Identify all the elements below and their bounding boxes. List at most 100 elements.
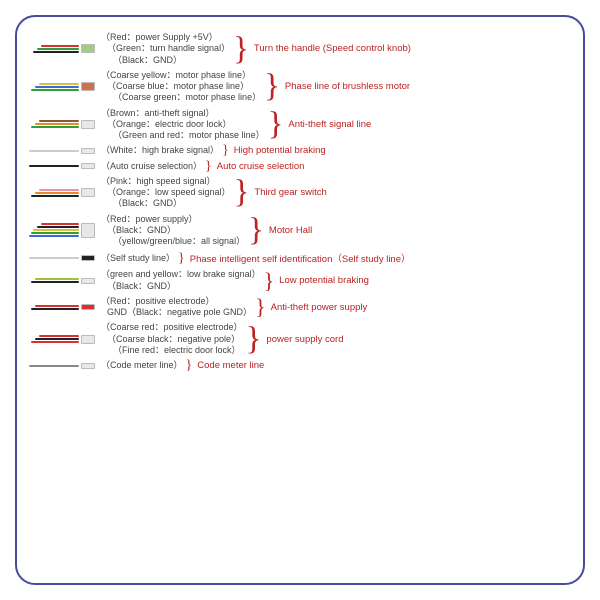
brace-icon: } — [231, 179, 253, 205]
wire-label: （Coarse red：positive electrode） — [101, 322, 243, 333]
wire-labels: （Auto cruise selection） — [97, 161, 202, 172]
wire — [29, 257, 79, 259]
wire — [31, 195, 79, 197]
brace-icon: } — [219, 145, 232, 156]
connector — [27, 120, 97, 129]
connector-plug — [81, 148, 95, 154]
row-title: Turn the handle (Speed control knob) — [252, 43, 411, 54]
connector-plug — [81, 82, 95, 91]
row-title: Anti-theft power supply — [269, 302, 368, 313]
connector-plug — [81, 188, 95, 197]
wire — [37, 48, 79, 50]
row-title: High potential braking — [232, 145, 326, 156]
connector-plug — [81, 163, 95, 169]
wire — [35, 338, 79, 340]
wire-label: （Red：power supply） — [101, 214, 245, 225]
wire — [35, 192, 79, 194]
wire-label: （Red：power Supply +5V） — [101, 32, 230, 43]
connector-plug — [81, 120, 95, 129]
wire — [35, 305, 79, 307]
wire — [29, 365, 79, 367]
rows-container: （Red：power Supply +5V）（Green：turn handle… — [27, 32, 573, 371]
wire-labels: （White：high brake signal） — [97, 145, 219, 156]
connector — [27, 223, 97, 238]
wire-label: （Brown：anti-theft signal） — [101, 108, 265, 119]
brace-icon: } — [265, 111, 287, 137]
wire — [31, 281, 79, 283]
wire-label: （green and yellow：low brake signal） — [101, 269, 261, 280]
row-title: Third gear switch — [252, 187, 326, 198]
wire-label: （Coarse black：negative pole） — [101, 334, 243, 345]
row-title: Low potential braking — [277, 275, 369, 286]
wire-labels: （Red：positive electrode）GND（Black：negati… — [97, 296, 252, 319]
brace-icon: } — [175, 253, 188, 264]
connector-plug — [81, 44, 95, 53]
wire-row: （green and yellow：low brake signal）（Blac… — [27, 269, 573, 292]
wire-label: （Black：GND） — [101, 225, 245, 236]
wire — [39, 335, 79, 337]
wire-label: GND（Black：negative pole GND） — [101, 307, 252, 318]
row-title: Motor Hall — [267, 225, 312, 236]
brace-icon: } — [261, 272, 278, 290]
wire-label: （White：high brake signal） — [101, 145, 219, 156]
wire-label: （Coarse yellow：motor phase line） — [101, 70, 261, 81]
connector-plug — [81, 363, 95, 369]
wire-label: （Red：positive electrode） — [101, 296, 252, 307]
connector — [27, 363, 97, 369]
wire — [39, 189, 79, 191]
wire — [33, 51, 79, 53]
row-title: Phase line of brushless motor — [283, 81, 410, 92]
connector — [27, 278, 97, 284]
brace-icon: } — [245, 217, 267, 243]
wire-row: （Auto cruise selection）}Auto cruise sele… — [27, 161, 573, 172]
wire — [29, 235, 79, 237]
brace-icon: } — [202, 161, 215, 172]
wire — [33, 229, 79, 231]
wire-label: （Black：GND） — [101, 55, 230, 66]
wire — [31, 308, 79, 310]
wire — [29, 165, 79, 167]
wire-row: （Brown：anti-theft signal）（Orange：electri… — [27, 108, 573, 142]
connector — [27, 163, 97, 169]
wire-row: （Red：power Supply +5V）（Green：turn handle… — [27, 32, 573, 66]
wire-label: （Black：GND） — [101, 281, 261, 292]
wire-label: （Fine red：electric door lock） — [101, 345, 243, 356]
wire — [31, 89, 79, 91]
connector — [27, 335, 97, 344]
wire-labels: （Self study line） — [97, 253, 175, 264]
wire-labels: （Coarse yellow：motor phase line）（Coarse … — [97, 70, 261, 104]
wire-labels: （Coarse red：positive electrode）（Coarse b… — [97, 322, 243, 356]
connector-plug — [81, 278, 95, 284]
row-title: power supply cord — [264, 334, 343, 345]
row-title: Phase intelligent self identification（Se… — [188, 251, 411, 265]
wire — [35, 86, 79, 88]
wire — [31, 232, 79, 234]
wire-row: （Coarse red：positive electrode）（Coarse b… — [27, 322, 573, 356]
wire — [31, 341, 79, 343]
connector-plug — [81, 255, 95, 261]
wire-labels: （Code meter line） — [97, 360, 183, 371]
wire — [31, 126, 79, 128]
wire-labels: （Brown：anti-theft signal）（Orange：electri… — [97, 108, 265, 142]
wire-labels: （Pink：high speed signal）（Orange：low spee… — [97, 176, 231, 210]
connector — [27, 148, 97, 154]
wire-label: （Coarse blue：motor phase line） — [101, 81, 261, 92]
connector-plug — [81, 304, 95, 310]
wire — [39, 120, 79, 122]
wire-row: （Code meter line）}Code meter line — [27, 360, 573, 371]
wire-row: （Pink：high speed signal）（Orange：low spee… — [27, 176, 573, 210]
row-title: Auto cruise selection — [215, 161, 305, 172]
connector — [27, 82, 97, 91]
wire-labels: （Red：power Supply +5V）（Green：turn handle… — [97, 32, 230, 66]
wire-label: （Pink：high speed signal） — [101, 176, 231, 187]
wire-label: （Orange：low speed signal） — [101, 187, 231, 198]
wire-label: （Green：turn handle signal） — [101, 43, 230, 54]
brace-icon: } — [183, 360, 196, 371]
connector — [27, 188, 97, 197]
wire — [29, 150, 79, 152]
wire-label: （yellow/green/blue：all signal） — [101, 236, 245, 247]
row-title: Code meter line — [195, 360, 264, 371]
wire — [35, 123, 79, 125]
wire-label: （Coarse green：motor phase line） — [101, 92, 261, 103]
connector-plug — [81, 335, 95, 344]
